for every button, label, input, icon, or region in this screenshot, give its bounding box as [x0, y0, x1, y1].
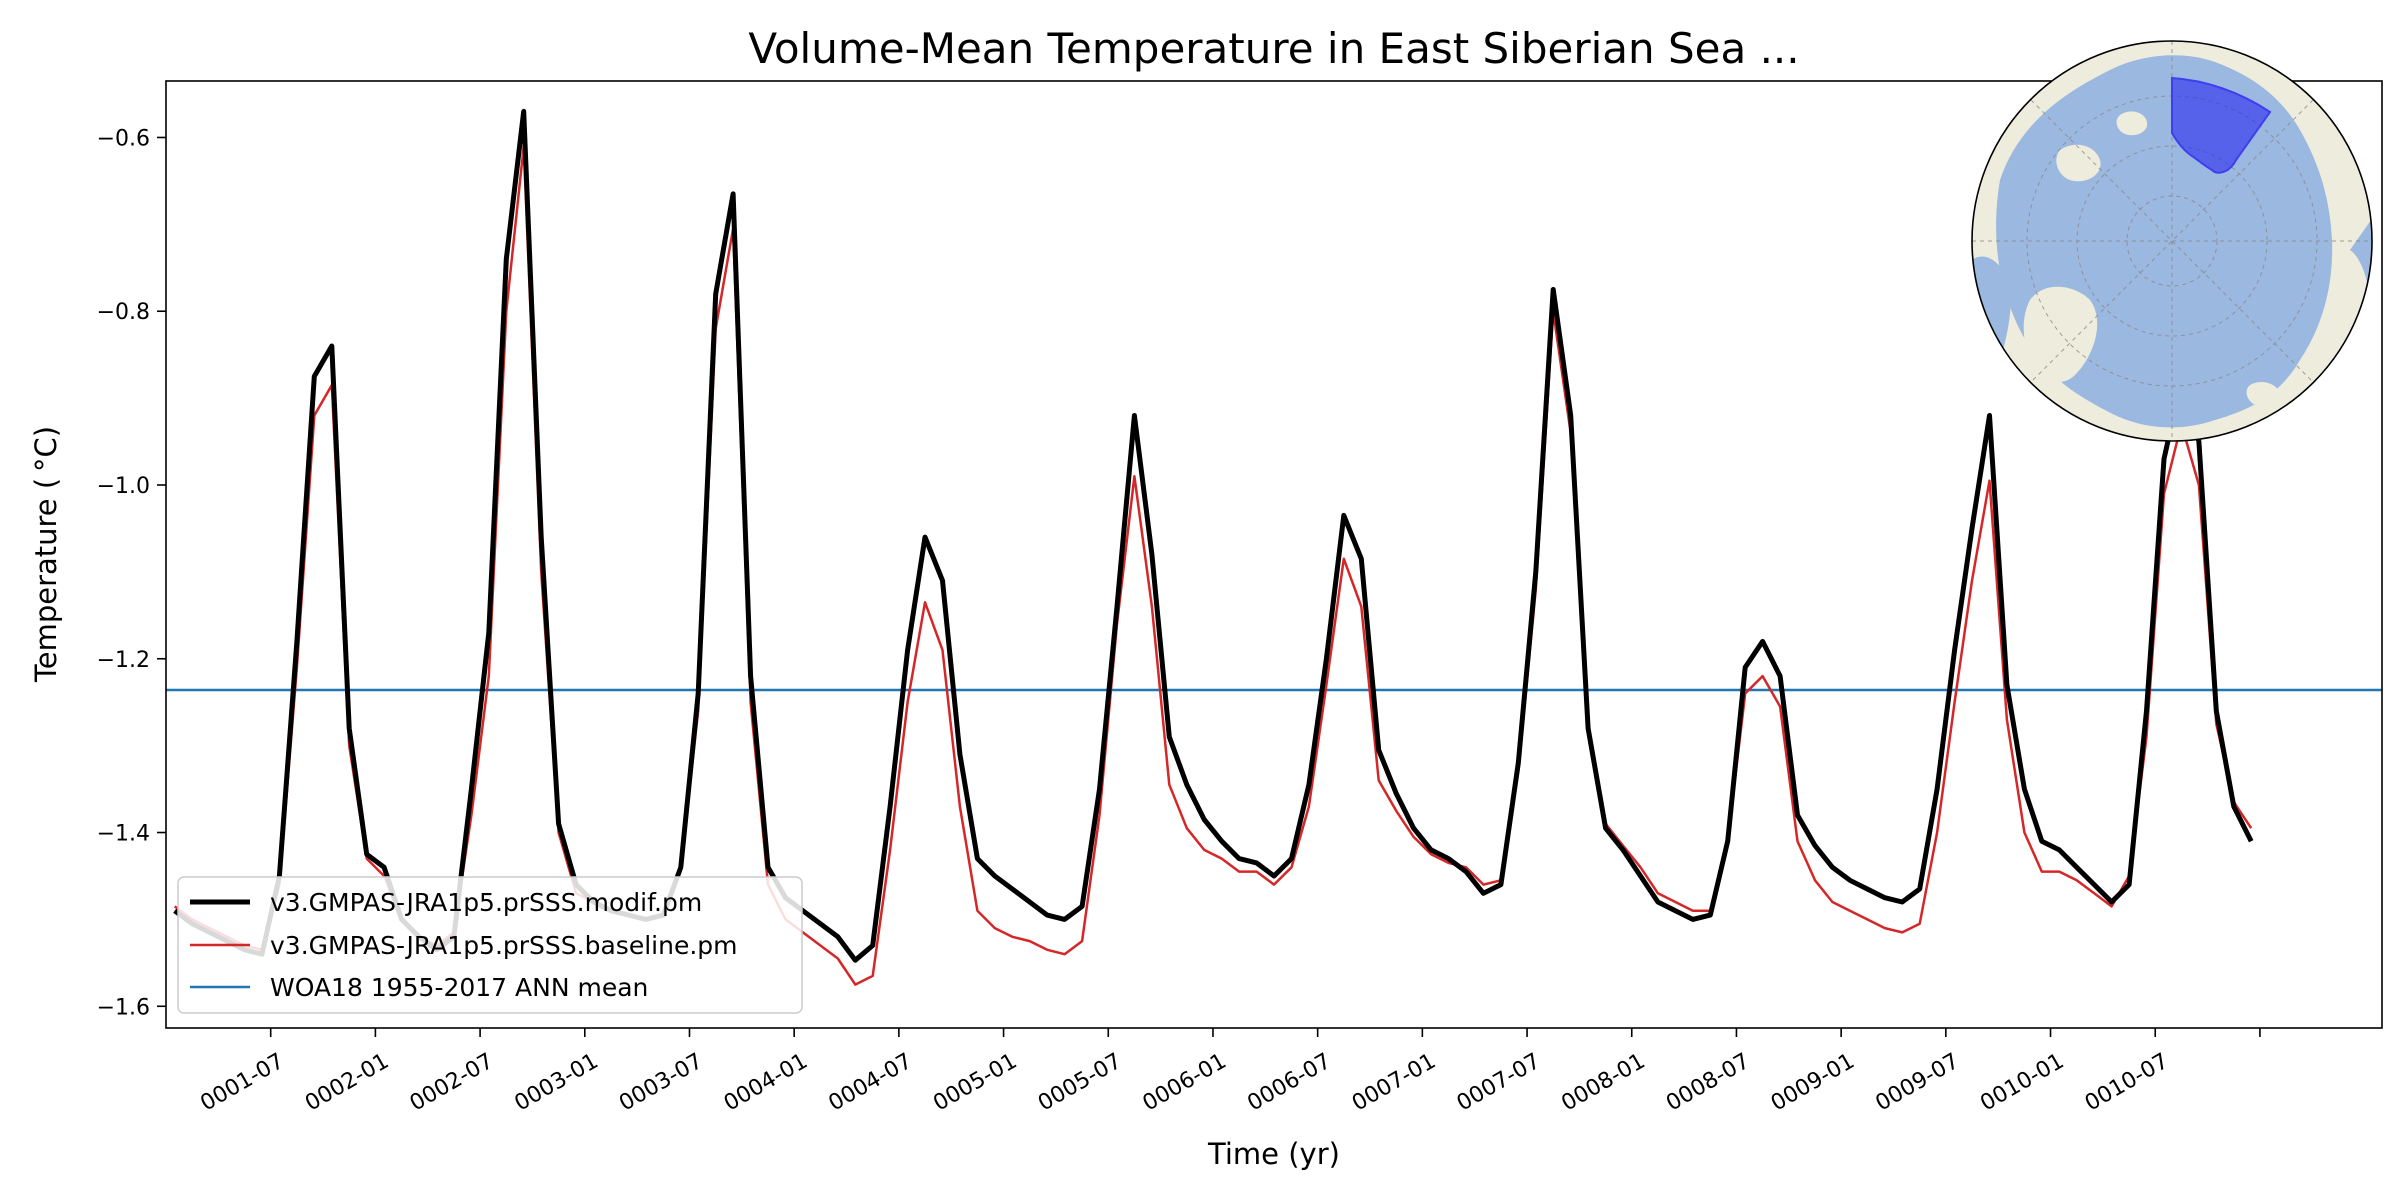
- y-tick-label: −0.8: [97, 300, 150, 325]
- x-tick-label: 0005-07: [1034, 1049, 1126, 1117]
- x-tick-label: 0006-01: [1139, 1049, 1231, 1117]
- inset-map: [1971, 40, 2373, 442]
- x-tick-label: 0007-01: [1348, 1049, 1440, 1117]
- y-axis: −1.6 −1.4 −1.2 −1.0 −0.8 −0.6: [97, 126, 166, 1020]
- y-tick-label: −1.4: [97, 822, 150, 847]
- x-tick-label: 0001-07: [196, 1049, 288, 1117]
- legend-label-woa18: WOA18 1955-2017 ANN mean: [270, 973, 648, 1002]
- x-tick-label: 0008-07: [1662, 1049, 1754, 1117]
- y-tick-label: −1.0: [97, 474, 150, 499]
- x-axis-title: Time (yr): [1207, 1137, 1340, 1171]
- legend: v3.GMPAS-JRA1p5.prSSS.modif.pm v3.GMPAS-…: [177, 876, 803, 1014]
- x-tick-label: 0005-01: [929, 1049, 1021, 1117]
- x-tick-label: 0010-07: [2081, 1049, 2173, 1117]
- x-tick-label: 0008-01: [1557, 1049, 1649, 1117]
- x-tick-label: 0010-01: [1976, 1049, 2068, 1117]
- x-tick-label: 0004-01: [720, 1049, 812, 1117]
- x-tick-label: 0009-07: [1872, 1049, 1964, 1117]
- legend-label-modif: v3.GMPAS-JRA1p5.prSSS.modif.pm: [270, 888, 702, 917]
- chart-title: Volume-Mean Temperature in East Siberian…: [748, 24, 1799, 73]
- plot-frame: [165, 80, 2383, 1029]
- x-tick-label: 0003-01: [510, 1049, 602, 1117]
- x-tick-label: 0006-07: [1243, 1049, 1335, 1117]
- x-tick-label: 0003-07: [615, 1049, 707, 1117]
- legend-label-baseline: v3.GMPAS-JRA1p5.prSSS.baseline.pm: [270, 931, 738, 960]
- x-tick-label: 0002-01: [301, 1049, 393, 1117]
- y-tick-label: −1.6: [97, 995, 150, 1020]
- y-tick-label: −1.2: [97, 648, 150, 673]
- x-tick-label: 0007-07: [1453, 1049, 1545, 1117]
- y-axis-title: Temperature ( °C): [29, 426, 63, 683]
- x-tick-label: 0009-01: [1767, 1049, 1859, 1117]
- baseline-series-line: [173, 144, 2253, 986]
- x-tick-label: 0004-07: [825, 1049, 917, 1117]
- east-siberian-sea-region: [2171, 76, 2272, 174]
- modif-series-line: [173, 108, 2254, 963]
- y-tick-label: −0.6: [97, 126, 150, 151]
- legend-box: [177, 876, 803, 1014]
- plot-area: [166, 108, 2382, 986]
- x-tick-label: 0002-07: [406, 1049, 498, 1117]
- x-axis: 0001-07 0002-01 0002-07 0003-01 0003-07 0004-…: [196, 1028, 2261, 1117]
